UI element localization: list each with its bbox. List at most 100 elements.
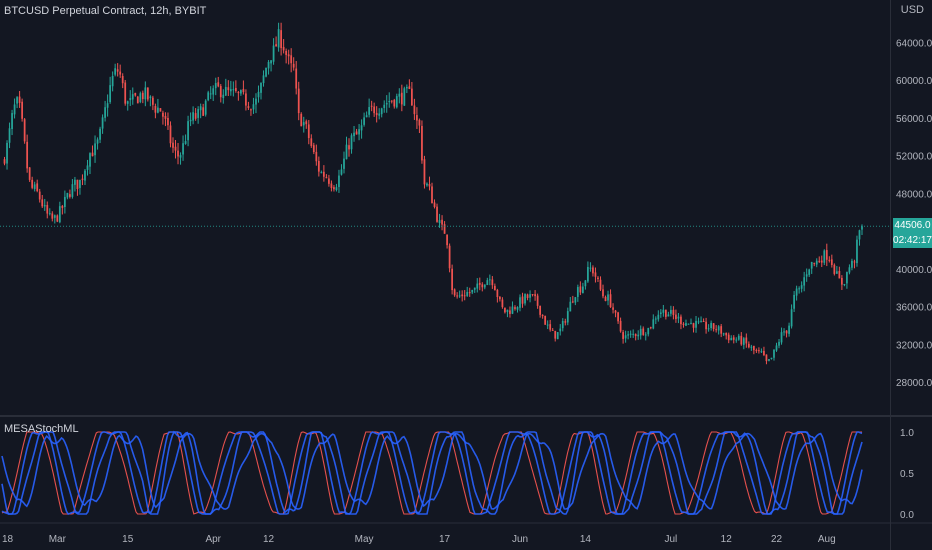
candle-body — [617, 312, 619, 322]
candle-body — [581, 286, 584, 294]
candle-body — [157, 107, 159, 113]
candle-body — [179, 155, 182, 158]
candle-body — [697, 321, 700, 323]
candle-body — [28, 167, 31, 180]
candle-body — [18, 96, 21, 103]
time-tick-label: 18 — [2, 534, 14, 545]
candle-body — [835, 271, 838, 274]
candle-body — [768, 359, 770, 361]
candle-body — [441, 219, 443, 225]
candle-body — [599, 279, 602, 290]
candle-body — [99, 128, 101, 140]
candle-body — [257, 91, 260, 98]
candle-body — [597, 277, 599, 280]
countdown-tag: 02:42:17 — [893, 234, 932, 249]
candle-body — [541, 315, 544, 317]
candle-body — [509, 310, 511, 314]
price-axis[interactable]: 28000.032000.036000.040000.044000.048000… — [896, 38, 932, 389]
candle-body — [589, 267, 592, 269]
time-axis[interactable]: 18 Mar 15 Apr 12 May 17 Jun 14 Jul 12 22 Aug — [2, 534, 836, 545]
candle-body — [732, 337, 735, 340]
candle-body — [778, 341, 780, 346]
candle-body — [685, 323, 687, 326]
candle-body — [463, 295, 466, 297]
candle-body — [428, 183, 431, 187]
candle-body — [861, 226, 863, 230]
candle-body — [763, 350, 765, 356]
candle-body — [607, 294, 609, 301]
candle-body — [750, 346, 753, 348]
candle-body — [712, 323, 715, 329]
candle-body — [36, 183, 39, 192]
currency-label[interactable]: USD — [898, 4, 926, 16]
indicator-tick-label: 1.0 — [900, 428, 914, 439]
candle-body — [571, 301, 574, 303]
candle-body — [770, 357, 773, 359]
candlestick-series — [3, 22, 863, 365]
candle-body — [141, 92, 144, 100]
candle-body — [121, 75, 124, 84]
candle-body — [222, 94, 225, 99]
candle-body — [282, 46, 285, 51]
candle-body — [297, 88, 300, 114]
candle-body — [58, 206, 61, 223]
candle-body — [245, 93, 247, 106]
candle-body — [202, 107, 205, 116]
candle-body — [234, 87, 237, 92]
indicator-axis[interactable]: 0.0 0.5 1.0 — [900, 428, 914, 521]
candle-body — [727, 334, 730, 341]
candle-body — [277, 29, 280, 48]
candle-body — [320, 172, 323, 174]
candle-body — [841, 277, 843, 285]
candle-body — [504, 307, 506, 313]
candle-body — [41, 199, 44, 207]
candle-body — [453, 289, 456, 296]
candle-body — [773, 349, 775, 358]
candle-body — [403, 88, 406, 106]
candle-body — [619, 320, 622, 332]
candle-body — [94, 143, 96, 156]
candle-body — [252, 104, 255, 110]
candle-body — [368, 107, 371, 115]
candle-body — [722, 333, 725, 335]
candle-body — [456, 295, 459, 297]
candle-body — [549, 324, 552, 330]
candle-body — [451, 268, 453, 291]
time-tick-label: 17 — [439, 534, 451, 545]
candle-body — [524, 294, 526, 304]
candle-body — [823, 250, 826, 263]
candle-body — [333, 187, 335, 190]
candle-body — [700, 320, 702, 322]
candle-body — [624, 335, 627, 339]
candle-body — [569, 301, 572, 312]
candle-body — [131, 94, 134, 100]
candle-body — [8, 128, 11, 143]
candle-body — [496, 289, 499, 298]
candle-body — [53, 215, 56, 218]
time-tick-label: 14 — [580, 534, 592, 545]
candle-body — [790, 309, 793, 327]
candle-body — [526, 294, 529, 298]
price-tick-label: 64000.0 — [896, 38, 932, 49]
candle-body — [335, 187, 338, 190]
candle-body — [858, 230, 861, 240]
candle-body — [48, 213, 51, 215]
candle-body — [426, 183, 428, 186]
candle-body — [838, 270, 841, 279]
candle-body — [682, 323, 685, 325]
candle-body — [830, 259, 833, 265]
candle-body — [481, 284, 484, 288]
candle-body — [219, 86, 222, 98]
candle-body — [433, 202, 436, 207]
candle-body — [725, 332, 728, 336]
candle-body — [805, 274, 808, 277]
candle-body — [848, 267, 851, 273]
price-tick-label: 56000.0 — [896, 114, 932, 125]
candle-body — [471, 289, 474, 293]
candle-body — [76, 179, 79, 189]
price-tick-label: 32000.0 — [896, 340, 932, 351]
candle-body — [325, 177, 328, 179]
candle-body — [307, 124, 310, 139]
candle-body — [383, 104, 386, 109]
